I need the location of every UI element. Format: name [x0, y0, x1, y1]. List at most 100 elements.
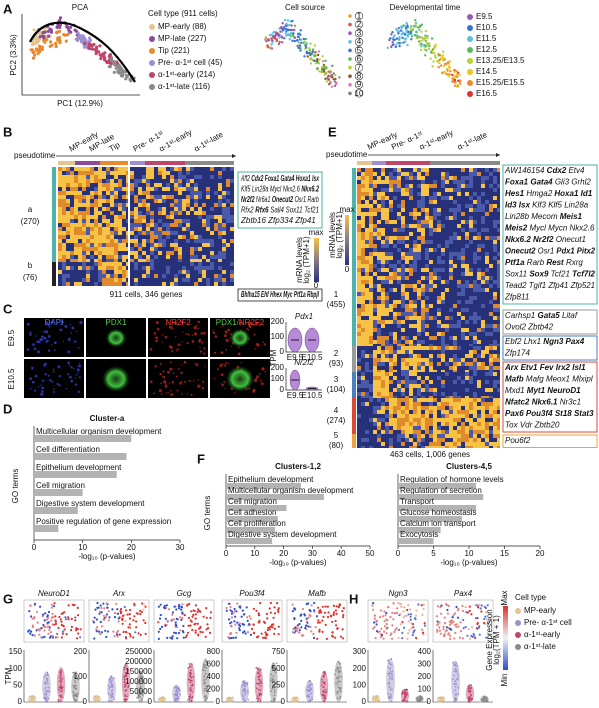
- heatmap-cell: [373, 236, 377, 240]
- heatmap-cell: [457, 308, 461, 312]
- heatmap-cell: [437, 370, 441, 372]
- heatmap-cell: [118, 211, 122, 215]
- point: [74, 37, 78, 41]
- heatmap-cell: [138, 171, 142, 175]
- heatmap-cell: [82, 167, 86, 171]
- heatmap-cell: [178, 255, 182, 259]
- heatmap-cell: [473, 320, 477, 324]
- heatmap-cell: [369, 324, 373, 328]
- heatmap-cell: [405, 292, 409, 296]
- heatmap-cell: [417, 256, 421, 260]
- heatmap-cell: [58, 211, 62, 215]
- heatmap-cell: [429, 376, 433, 380]
- heatmap-cell: [445, 216, 449, 220]
- heatmap-cell: [433, 344, 437, 346]
- heatmap-cell: [178, 274, 182, 278]
- heatmap-cell: [477, 276, 481, 280]
- heatmap-cell: [457, 180, 461, 184]
- heatmap-cell: [134, 259, 138, 262]
- heatmap-cell: [497, 384, 500, 388]
- heatmap-cell: [481, 240, 485, 244]
- heatmap-cell: [381, 212, 385, 216]
- heatmap-cell: [70, 211, 74, 215]
- heatmap-cell: [441, 430, 445, 434]
- heatmap-cell: [385, 292, 389, 296]
- heatmap-cell: [397, 366, 401, 370]
- heatmap-cell: [130, 211, 134, 215]
- heatmap-cell: [393, 288, 397, 292]
- heatmap-cell: [138, 195, 142, 199]
- heatmap-cell: [497, 418, 500, 422]
- heatmap-cell: [461, 396, 465, 398]
- heatmap-cell: [210, 270, 214, 274]
- heatmap-cell: [130, 259, 134, 262]
- heatmap-cell: [222, 247, 226, 251]
- heatmap-cell: [397, 180, 401, 184]
- heatmap-cell: [413, 402, 417, 406]
- heatmap-cell: [162, 191, 166, 195]
- heatmap-cell: [437, 288, 441, 292]
- heatmap-cell: [166, 239, 170, 243]
- heatmap-cell: [469, 300, 473, 304]
- heatmap-cell: [421, 312, 425, 316]
- heatmap-cell: [433, 362, 437, 366]
- speckle: [170, 389, 172, 392]
- heatmap-cell: [473, 188, 477, 192]
- legend-label: E15.25/E15.5: [476, 78, 525, 87]
- point: [324, 59, 327, 62]
- heatmap-cell: [134, 219, 138, 223]
- heatmap-cell: [94, 175, 98, 179]
- heatmap-cell: [389, 296, 393, 300]
- heatmap-cell: [489, 280, 493, 284]
- heatmap-cell: [58, 195, 62, 199]
- gene-name: Nr2f2: [241, 195, 255, 204]
- heatmap-cell: [381, 362, 385, 366]
- heatmap-cell: [226, 231, 230, 235]
- heatmap-cell: [82, 179, 86, 183]
- heatmap-cell: [497, 332, 500, 336]
- point: [328, 83, 331, 86]
- heatmap-cell: [477, 426, 481, 430]
- heatmap-cell: [206, 195, 210, 199]
- heatmap-cell: [210, 211, 214, 215]
- heatmap-cell: [469, 384, 473, 388]
- speckle: [76, 368, 80, 372]
- speckle: [67, 373, 70, 376]
- heatmap-cell: [178, 227, 182, 231]
- heatmap-cell: [401, 430, 405, 434]
- speckle: [237, 352, 241, 356]
- speckle: [162, 375, 166, 379]
- heatmap-cell: [477, 362, 481, 366]
- heatmap-cell: [118, 255, 122, 259]
- heatmap-cell: [377, 402, 381, 406]
- heatmap-cell: [182, 219, 186, 223]
- heatmap-cell: [194, 266, 198, 270]
- heatmap-cell: [170, 259, 174, 262]
- heatmap-cell: [369, 366, 373, 370]
- heatmap-cell: [110, 278, 114, 282]
- plot-title: Cell source: [285, 3, 326, 12]
- heatmap-cell: [138, 227, 142, 231]
- heatmap-cell: [210, 207, 214, 211]
- point: [327, 74, 330, 78]
- heatmap-cell: [497, 380, 500, 384]
- heatmap-cell: [485, 276, 489, 280]
- point: [32, 28, 36, 32]
- heatmap-cell: [461, 236, 465, 240]
- heatmap-cell: [481, 362, 485, 366]
- group-bar: [58, 161, 75, 165]
- heatmap-cell: [433, 392, 437, 396]
- heatmap-cell: [206, 231, 210, 235]
- heatmap-cell: [78, 171, 82, 175]
- heatmap-cell: [389, 248, 393, 252]
- heatmap-cell: [465, 244, 469, 248]
- heatmap-cell: [437, 430, 441, 434]
- heatmap-cell: [485, 172, 489, 176]
- heatmap-cell: [58, 270, 62, 274]
- heatmap-cell: [405, 388, 409, 392]
- heatmap-cell: [445, 268, 449, 272]
- heatmap-cell: [493, 422, 497, 426]
- heatmap-cell: [425, 276, 429, 280]
- heatmap-cell: [409, 388, 413, 392]
- heatmap-cell: [182, 282, 186, 286]
